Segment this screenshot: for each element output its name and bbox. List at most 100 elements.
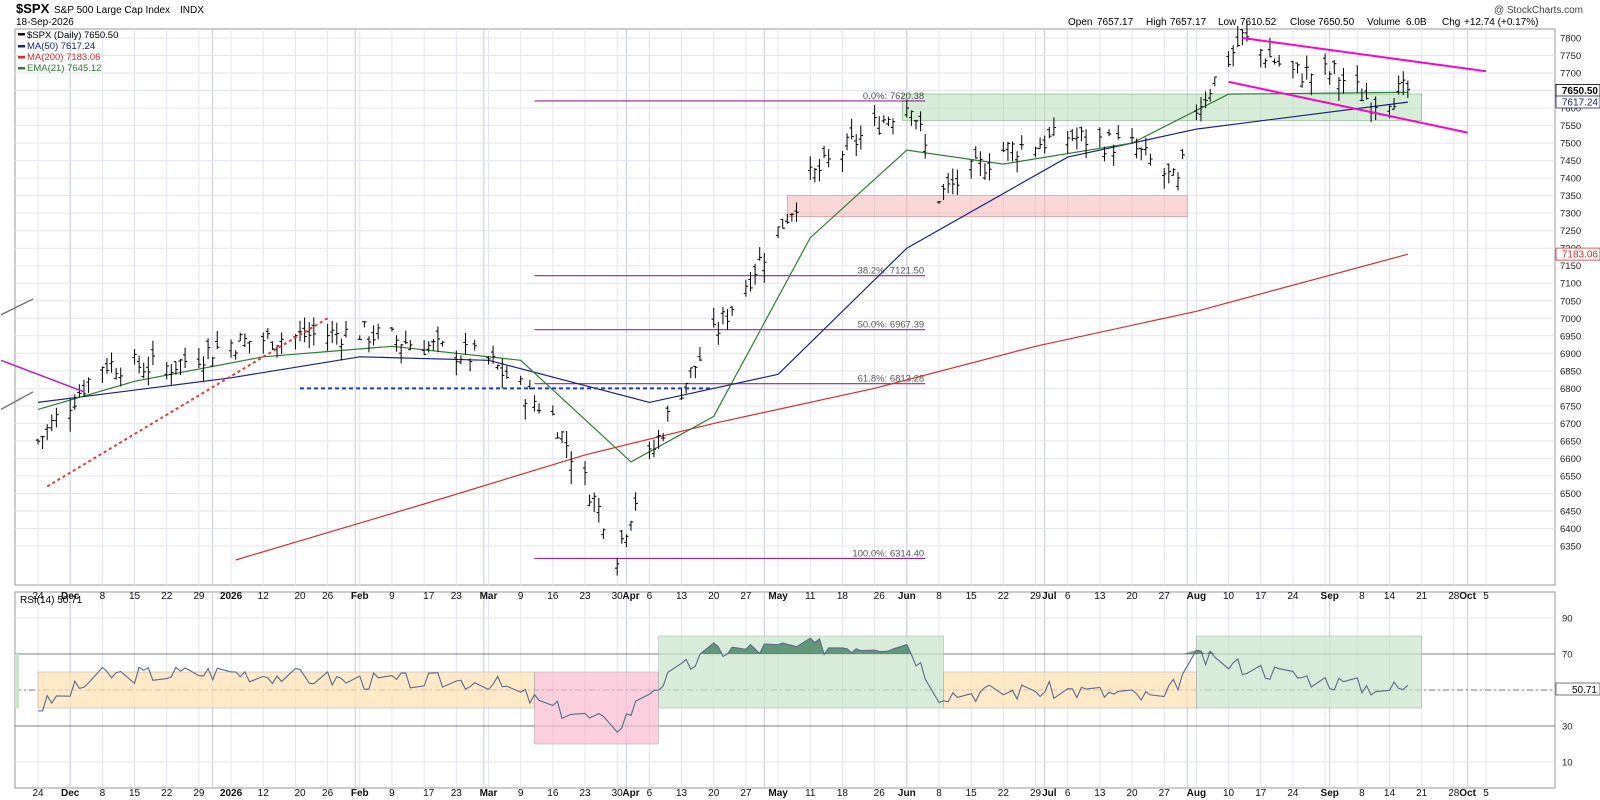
date-tick-label: 6 [1065, 591, 1071, 602]
exchange-text: INDX [180, 5, 204, 16]
date-tick-label: 20 [294, 591, 306, 602]
rsi-date-tick-label: 29 [193, 788, 205, 799]
date-tick-label: 22 [161, 591, 173, 602]
date-tick-label: 15 [129, 591, 141, 602]
date-tick-label: 21 [1416, 591, 1428, 602]
price-tick-label: 7600 [1560, 104, 1581, 115]
date-tick-label: 27 [740, 591, 752, 602]
price-tick-label: 7100 [1560, 279, 1581, 290]
rsi-date-tick-label: 27 [740, 788, 752, 799]
rsi-date-tick-label: 28 [1448, 788, 1460, 799]
price-tick-label: 6600 [1560, 454, 1581, 465]
date-tick-label: 20 [1126, 591, 1138, 602]
rsi-value-tag [1555, 682, 1600, 696]
date-tick-label: 10 [1223, 591, 1235, 602]
date-tick-label: 9 [389, 591, 395, 602]
price-tick-label: 7700 [1560, 69, 1581, 80]
date-tick-label: 23 [451, 591, 463, 602]
rsi-date-tick-label: 29 [1030, 788, 1042, 799]
rsi-date-tick-label: 21 [1416, 788, 1428, 799]
ma50-tag [1555, 95, 1600, 109]
date-tick-label: 8 [936, 591, 942, 602]
ma50-tag-text: 7617.24 [1562, 98, 1599, 109]
rsi-plot [37, 637, 1409, 733]
rsi-date-tick-label: 24 [1287, 788, 1299, 799]
rsi-value-tag-text: 50.71 [1572, 685, 1597, 696]
rsi-date-tick-label: Mar [480, 788, 498, 799]
rsi-date-tick-label: 22 [998, 788, 1010, 799]
price-tick-label: 7800 [1560, 34, 1581, 45]
rsi-date-tick-label: 6 [647, 788, 653, 799]
channel-lower-line [1228, 80, 1468, 134]
rsi-date-tick-label: 17 [423, 788, 435, 799]
date-tick-label: 29 [1030, 591, 1042, 602]
legend-swatch-ma50 [18, 45, 25, 48]
date-tick-label: 11 [805, 591, 816, 602]
date-tick-label: Mar [480, 591, 498, 602]
high-label: High [1146, 17, 1167, 28]
price-tick-label: 6550 [1560, 471, 1581, 482]
rsi-tick-label: 70 [1562, 650, 1573, 661]
rsi-date-tick-label: 2026 [220, 788, 243, 799]
symbol-text: $SPX [16, 1, 50, 16]
rsi-neutral-zone [37, 671, 535, 709]
price-axis: 6350 6400 6450 6500 6550 6600 6650 6700 6750 6800… [1560, 34, 1581, 769]
grid [15, 29, 1555, 788]
price-tick-label: 7450 [1560, 156, 1581, 167]
date-tick-label: May [768, 591, 788, 602]
rsi-bullish-zone-edge [15, 654, 19, 708]
high-value: 7657.17 [1170, 17, 1207, 28]
date-tick-label: 30 [612, 591, 624, 602]
rsi-date-tick-label: 20 [294, 788, 306, 799]
trendlines [0, 37, 1487, 488]
fib-level-label: 61.8%: 6813.28 [858, 374, 925, 385]
open-value: 7657.17 [1097, 17, 1134, 28]
date-tick-label: 8 [100, 591, 106, 602]
date-tick-label: Feb [351, 591, 369, 602]
price-tick-label: 6350 [1560, 542, 1581, 553]
price-tick-label: 7400 [1560, 174, 1581, 185]
rsi-date-tick-label: 27 [1159, 788, 1171, 799]
price-panel [14, 28, 1556, 586]
rsi-date-tick-label: 20 [1126, 788, 1138, 799]
price-bars [35, 21, 1411, 576]
date-tick-label: 26 [874, 591, 886, 602]
rsi-date-tick-label: Dec [61, 788, 80, 799]
date-tick-label: 24 [1287, 591, 1299, 602]
ohlc-readout: Open 7657.17 High 7657.17 Low 7610.52 Cl… [1068, 17, 1539, 28]
gray-trendline-lower [0, 391, 34, 411]
price-tick-label: 7000 [1560, 314, 1581, 325]
channel-upper-line [1242, 37, 1487, 73]
date-tick-label: 23 [579, 591, 591, 602]
price-tick-label: 7050 [1560, 296, 1581, 307]
price-tick-label: 7350 [1560, 191, 1581, 202]
price-tick-label: 7750 [1560, 51, 1581, 62]
rsi-date-tick-label: 26 [322, 788, 334, 799]
volume-label: Volume [1367, 17, 1401, 28]
rsi-date-tick-label: 17 [1255, 788, 1267, 799]
date-tick-label: 13 [1094, 591, 1106, 602]
watermark: @ StockCharts.com [1494, 5, 1583, 16]
low-value: 7610.52 [1240, 17, 1277, 28]
rsi-date-tick-label: 23 [451, 788, 463, 799]
date-tick-label: 5 [1483, 591, 1489, 602]
rsi-date-tick-label: May [768, 788, 788, 799]
rsi-date-tick-label: 10 [1223, 788, 1235, 799]
legend-swatch-ema21 [18, 67, 25, 70]
legend-swatch-price [18, 33, 25, 36]
legend-price: $SPX (Daily) 7650.50 [27, 30, 118, 41]
rsi-date-tick-label: 20 [708, 788, 720, 799]
date-tick-label: Jun [898, 591, 916, 602]
purple-trendline [0, 359, 85, 393]
rsi-line [37, 637, 1409, 733]
rsi-date-tick-label: 13 [676, 788, 688, 799]
date-tick-label: Sep [1321, 591, 1339, 602]
ma200-tag-text: 7183.06 [1562, 250, 1599, 261]
fibonacci-retracement: 0.0%: 7620.38 38.2%: 7121.50 50.0%: 6967.3… [534, 91, 926, 559]
rsi-date-tick-label: Aug [1187, 788, 1206, 799]
close-label: Close [1290, 17, 1316, 28]
rsi-tick-label: 90 [1562, 614, 1573, 625]
date-tick-label: 22 [998, 591, 1010, 602]
rsi-date-tick-label: 30 [612, 788, 624, 799]
